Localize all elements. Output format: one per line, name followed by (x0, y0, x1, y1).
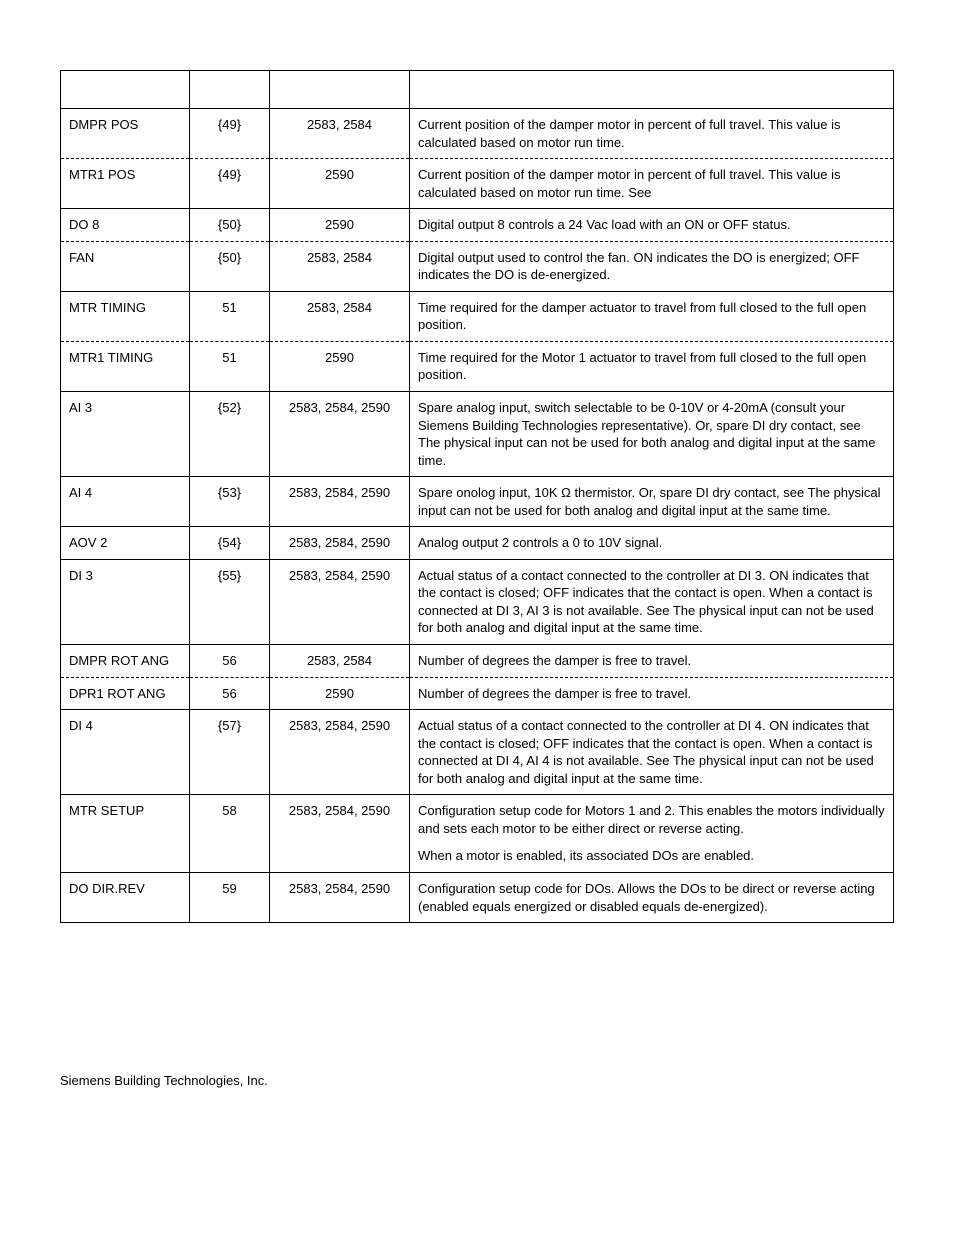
cell-descriptor: AI 4 (61, 477, 190, 527)
table-row: MTR TIMING512583, 2584Time required for … (61, 291, 894, 341)
cell-app: 2590 (270, 209, 410, 242)
table-row: DPR1 ROT ANG562590 Number of degrees the … (61, 677, 894, 710)
header-row (61, 71, 894, 109)
cell-number: 58 (190, 795, 270, 873)
cell-app: 2583, 2584 (270, 645, 410, 678)
cell-descriptor: DMPR POS (61, 109, 190, 159)
cell-number: {53} (190, 477, 270, 527)
description-text: Configuration setup code for Motors 1 an… (418, 803, 885, 836)
cell-number: {52} (190, 392, 270, 477)
description-text: Digital output 8 controls a 24 Vac load … (418, 217, 791, 232)
cell-description: Configuration setup code for DOs. Allows… (410, 872, 894, 922)
cell-descriptor: MTR SETUP (61, 795, 190, 873)
cell-description: Analog output 2 controls a 0 to 10V sign… (410, 527, 894, 560)
cell-app: 2583, 2584, 2590 (270, 872, 410, 922)
table-row: MTR SETUP582583, 2584, 2590Configuration… (61, 795, 894, 873)
table-row: DI 3{55}2583, 2584, 2590Actual status of… (61, 559, 894, 644)
cell-number: {49} (190, 109, 270, 159)
parameter-table: DMPR POS{49}2583, 2584Current position o… (60, 70, 894, 923)
cell-app: 2583, 2584, 2590 (270, 527, 410, 560)
cell-app: 2583, 2584, 2590 (270, 559, 410, 644)
cell-app: 2583, 2584, 2590 (270, 477, 410, 527)
cell-description: Digital output used to control the fan. … (410, 241, 894, 291)
cell-descriptor: DI 3 (61, 559, 190, 644)
cell-description: Configuration setup code for Motors 1 an… (410, 795, 894, 873)
cell-descriptor: DPR1 ROT ANG (61, 677, 190, 710)
table-row: FAN{50}2583, 2584Digital output used to … (61, 241, 894, 291)
description-text: Spare analog input, switch selectable to… (418, 400, 875, 468)
description-text: Spare onolog input, 10K Ω thermistor. Or… (418, 485, 881, 518)
cell-description: Current position of the damper motor in … (410, 109, 894, 159)
cell-description: Spare analog input, switch selectable to… (410, 392, 894, 477)
cell-descriptor: AOV 2 (61, 527, 190, 560)
cell-number: {49} (190, 159, 270, 209)
cell-description: Digital output 8 controls a 24 Vac load … (410, 209, 894, 242)
cell-number: 59 (190, 872, 270, 922)
cell-description: Number of degrees the damper is free to … (410, 677, 894, 710)
description-text: Time required for the Motor 1 actuator t… (418, 350, 866, 383)
cell-number: 51 (190, 291, 270, 341)
table-row: DI 4{57}2583, 2584, 2590Actual status of… (61, 710, 894, 795)
cell-number: {50} (190, 241, 270, 291)
cell-description: Actual status of a contact connected to … (410, 559, 894, 644)
description-text: Analog output 2 controls a 0 to 10V sign… (418, 535, 662, 550)
cell-number: {50} (190, 209, 270, 242)
cell-description: Number of degrees the damper is free to … (410, 645, 894, 678)
cell-descriptor: FAN (61, 241, 190, 291)
cell-descriptor: MTR TIMING (61, 291, 190, 341)
table-row: AOV 2{54}2583, 2584, 2590 Analog output 2… (61, 527, 894, 560)
cell-descriptor: DI 4 (61, 710, 190, 795)
cell-number: {54} (190, 527, 270, 560)
table-row: DO 8{50}2590 Digital output 8 controls a … (61, 209, 894, 242)
cell-number: 56 (190, 677, 270, 710)
cell-description: Time required for the damper actuator to… (410, 291, 894, 341)
cell-descriptor: DO DIR.REV (61, 872, 190, 922)
cell-app: 2590 (270, 341, 410, 391)
cell-number: 56 (190, 645, 270, 678)
cell-descriptor: AI 3 (61, 392, 190, 477)
header-description (410, 71, 894, 109)
cell-app: 2590 (270, 159, 410, 209)
description-note: When a motor is enabled, its associated … (418, 847, 885, 865)
cell-number: {55} (190, 559, 270, 644)
table-row: AI 4{53}2583, 2584, 2590Spare onolog inp… (61, 477, 894, 527)
description-text: Actual status of a contact connected to … (418, 718, 874, 786)
cell-description: Current position of the damper motor in … (410, 159, 894, 209)
cell-app: 2583, 2584 (270, 109, 410, 159)
cell-descriptor: MTR1 TIMING (61, 341, 190, 391)
cell-number: 51 (190, 341, 270, 391)
table-row: DMPR ROT ANG562583, 2584 Number of degree… (61, 645, 894, 678)
description-text: Configuration setup code for DOs. Allows… (418, 881, 875, 914)
cell-number: {57} (190, 710, 270, 795)
cell-app: 2583, 2584, 2590 (270, 710, 410, 795)
cell-description: Actual status of a contact connected to … (410, 710, 894, 795)
footer: Siemens Building Technologies, Inc. (60, 1073, 894, 1088)
table-row: AI 3{52}2583, 2584, 2590Spare analog inp… (61, 392, 894, 477)
table-row: MTR1 POS{49}2590Current position of the … (61, 159, 894, 209)
table-row: DMPR POS{49}2583, 2584Current position o… (61, 109, 894, 159)
table-row: DO DIR.REV592583, 2584, 2590Configuratio… (61, 872, 894, 922)
cell-app: 2590 (270, 677, 410, 710)
cell-description: Time required for the Motor 1 actuator t… (410, 341, 894, 391)
cell-app: 2583, 2584, 2590 (270, 795, 410, 873)
cell-app: 2583, 2584 (270, 241, 410, 291)
description-text: Time required for the damper actuator to… (418, 300, 866, 333)
description-text: Actual status of a contact connected to … (418, 568, 874, 636)
cell-descriptor: MTR1 POS (61, 159, 190, 209)
description-text: Current position of the damper motor in … (418, 117, 840, 150)
cell-app: 2583, 2584, 2590 (270, 392, 410, 477)
cell-app: 2583, 2584 (270, 291, 410, 341)
description-text: Current position of the damper motor in … (418, 167, 840, 200)
description-text: Number of degrees the damper is free to … (418, 686, 691, 701)
cell-descriptor: DMPR ROT ANG (61, 645, 190, 678)
header-number (190, 71, 270, 109)
cell-descriptor: DO 8 (61, 209, 190, 242)
table-row: MTR1 TIMING512590Time required for the M… (61, 341, 894, 391)
cell-description: Spare onolog input, 10K Ω thermistor. Or… (410, 477, 894, 527)
header-app (270, 71, 410, 109)
header-descriptor (61, 71, 190, 109)
description-text: Digital output used to control the fan. … (418, 250, 860, 283)
description-text: Number of degrees the damper is free to … (418, 653, 691, 668)
